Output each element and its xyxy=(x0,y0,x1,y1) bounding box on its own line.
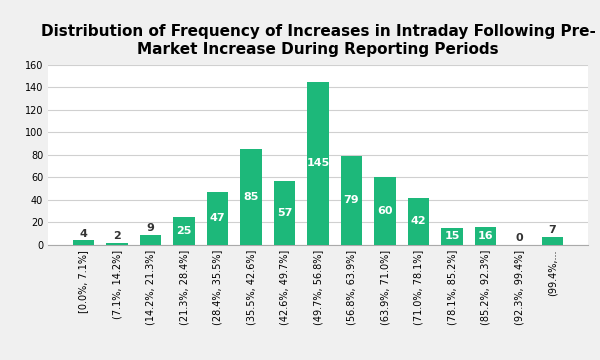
Bar xyxy=(140,235,161,245)
Text: 7: 7 xyxy=(548,225,556,235)
Text: 60: 60 xyxy=(377,206,393,216)
Bar xyxy=(441,228,463,245)
Bar xyxy=(106,243,128,245)
Title: Distribution of Frequency of Increases in Intraday Following Pre-
Market Increas: Distribution of Frequency of Increases i… xyxy=(41,24,595,57)
Bar xyxy=(341,156,362,245)
Text: 47: 47 xyxy=(209,213,225,223)
Text: 9: 9 xyxy=(146,223,154,233)
Bar xyxy=(374,177,396,245)
Text: 79: 79 xyxy=(344,195,359,205)
Text: 16: 16 xyxy=(478,231,493,241)
Bar xyxy=(475,227,496,245)
Text: 145: 145 xyxy=(307,158,329,168)
Text: 25: 25 xyxy=(176,226,191,236)
Text: 85: 85 xyxy=(243,192,259,202)
Text: 2: 2 xyxy=(113,231,121,241)
Bar xyxy=(173,217,195,245)
Text: 4: 4 xyxy=(79,229,88,239)
Text: 15: 15 xyxy=(445,231,460,241)
Text: 0: 0 xyxy=(515,233,523,243)
Bar xyxy=(240,149,262,245)
Bar xyxy=(206,192,229,245)
Bar xyxy=(407,198,430,245)
Text: 57: 57 xyxy=(277,208,292,218)
Bar xyxy=(73,240,94,245)
Text: 42: 42 xyxy=(411,216,427,226)
Bar xyxy=(542,237,563,245)
Bar xyxy=(307,82,329,245)
Bar xyxy=(274,181,295,245)
